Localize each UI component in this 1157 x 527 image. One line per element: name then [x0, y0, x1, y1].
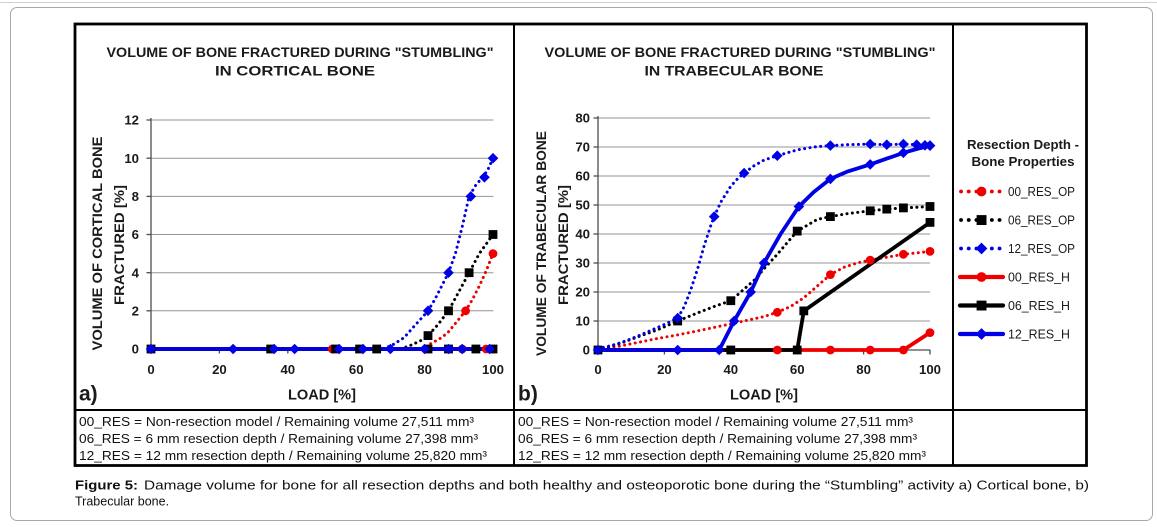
- svg-text:FRACTURED [%]: FRACTURED [%]: [556, 185, 571, 305]
- svg-text:8: 8: [132, 189, 139, 204]
- svg-text:06_RES_OP: 06_RES_OP: [1008, 214, 1075, 228]
- svg-text:0: 0: [132, 342, 139, 357]
- svg-text:LOAD [%]: LOAD [%]: [288, 388, 356, 404]
- svg-text:VOLUME OF CORTICAL BONE: VOLUME OF CORTICAL BONE: [90, 137, 105, 351]
- svg-text:50: 50: [575, 198, 590, 213]
- svg-text:IN TRABECULAR BONE: IN TRABECULAR BONE: [645, 63, 824, 79]
- svg-text:0: 0: [583, 343, 590, 358]
- svg-text:100: 100: [482, 362, 504, 377]
- svg-text:4: 4: [132, 265, 140, 280]
- svg-text:0: 0: [147, 362, 154, 377]
- svg-text:Bone Properties: Bone Properties: [972, 154, 1075, 169]
- svg-text:Damage volume for bone for all: Damage volume for bone for all resection…: [144, 479, 1089, 493]
- svg-text:20: 20: [575, 285, 590, 300]
- svg-text:VOLUME OF TRABECULAR BONE: VOLUME OF TRABECULAR BONE: [534, 131, 549, 356]
- svg-text:60: 60: [575, 169, 590, 184]
- svg-text:12_RES = 12 mm resection depth: 12_RES = 12 mm resection depth / Remaini…: [79, 449, 487, 463]
- svg-text:80: 80: [575, 111, 590, 126]
- svg-text:80: 80: [417, 362, 432, 377]
- svg-text:30: 30: [575, 256, 590, 271]
- svg-text:Figure 5:: Figure 5:: [75, 478, 138, 493]
- svg-text:12_RES = 12 mm resection depth: 12_RES = 12 mm resection depth / Remaini…: [518, 449, 926, 463]
- svg-text:20: 20: [212, 362, 227, 377]
- svg-text:12: 12: [124, 113, 139, 128]
- svg-text:VOLUME OF BONE FRACTURED DURIN: VOLUME OF BONE FRACTURED DURING "STUMBLI…: [545, 44, 936, 60]
- svg-text:a): a): [79, 383, 98, 406]
- svg-text:0: 0: [594, 362, 601, 377]
- svg-text:06_RES_H: 06_RES_H: [1008, 299, 1070, 313]
- svg-text:b): b): [518, 383, 538, 406]
- svg-text:60: 60: [349, 362, 364, 377]
- svg-text:LOAD [%]: LOAD [%]: [730, 388, 798, 404]
- svg-text:40: 40: [575, 227, 590, 242]
- svg-text:06_RES = 6 mm resection depth: 06_RES = 6 mm resection depth / Remainin…: [79, 432, 478, 446]
- svg-text:00_RES = Non-resection model /: 00_RES = Non-resection model / Remaining…: [518, 415, 913, 429]
- svg-text:VOLUME OF BONE FRACTURED DURIN: VOLUME OF BONE FRACTURED DURING "STUMBLI…: [107, 44, 494, 60]
- svg-text:100: 100: [919, 362, 941, 377]
- svg-text:IN CORTICAL BONE: IN CORTICAL BONE: [215, 63, 375, 79]
- svg-text:80: 80: [856, 362, 871, 377]
- svg-text:60: 60: [790, 362, 805, 377]
- svg-text:FRACTURED [%]: FRACTURED [%]: [112, 185, 127, 305]
- svg-text:12_RES_OP: 12_RES_OP: [1008, 242, 1075, 256]
- svg-text:Resection Depth -: Resection Depth -: [967, 137, 1079, 152]
- svg-text:00_RES_H: 00_RES_H: [1008, 271, 1070, 285]
- svg-text:40: 40: [280, 362, 295, 377]
- svg-text:00_RES_OP: 00_RES_OP: [1008, 185, 1075, 199]
- svg-text:10: 10: [124, 151, 139, 166]
- svg-text:2: 2: [132, 303, 139, 318]
- svg-text:20: 20: [657, 362, 672, 377]
- svg-text:00_RES = Non-resection model /: 00_RES = Non-resection model / Remaining…: [79, 415, 474, 429]
- svg-text:Trabecular bone.: Trabecular bone.: [75, 495, 169, 509]
- svg-text:12_RES_H: 12_RES_H: [1008, 328, 1070, 342]
- svg-text:6: 6: [132, 227, 139, 242]
- svg-text:10: 10: [575, 314, 590, 329]
- svg-text:70: 70: [575, 140, 590, 155]
- svg-text:40: 40: [723, 362, 738, 377]
- svg-text:06_RES = 6 mm resection depth: 06_RES = 6 mm resection depth / Remainin…: [518, 432, 917, 446]
